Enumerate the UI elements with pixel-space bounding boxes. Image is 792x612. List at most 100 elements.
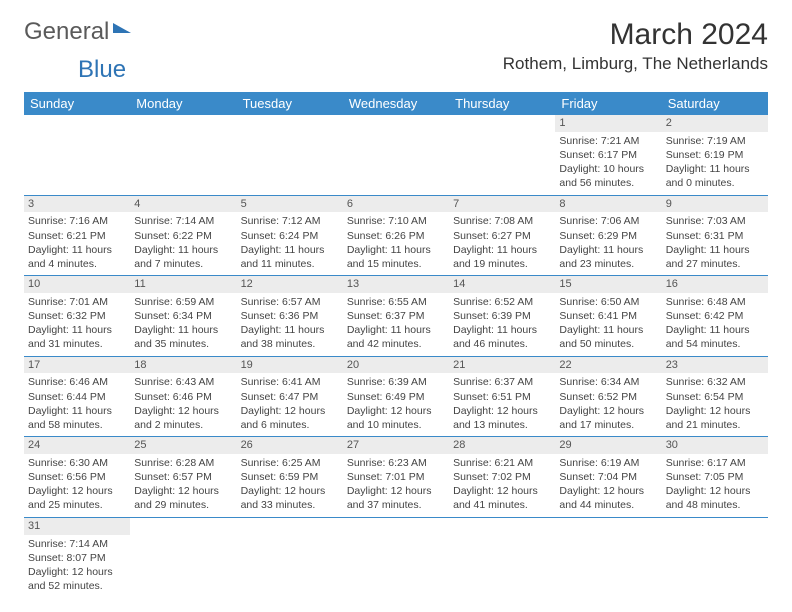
day-details: [130, 117, 236, 123]
day-number: 30: [662, 437, 768, 454]
day-details: [662, 520, 768, 526]
calendar-day-cell: 11Sunrise: 6:59 AMSunset: 6:34 PMDayligh…: [130, 276, 236, 357]
sunrise-text: Sunrise: 7:21 AM: [559, 134, 657, 148]
day-details: Sunrise: 7:21 AMSunset: 6:17 PMDaylight:…: [555, 132, 661, 195]
sunrise-text: Sunrise: 6:46 AM: [28, 375, 126, 389]
sunset-text: Sunset: 6:24 PM: [241, 229, 339, 243]
sunset-text: Sunset: 6:32 PM: [28, 309, 126, 323]
day-number: 1: [555, 115, 661, 132]
daylight-text: Daylight: 12 hours and 6 minutes.: [241, 404, 339, 432]
daylight-text: Daylight: 12 hours and 13 minutes.: [453, 404, 551, 432]
daylight-text: Daylight: 11 hours and 46 minutes.: [453, 323, 551, 351]
day-details: Sunrise: 6:39 AMSunset: 6:49 PMDaylight:…: [343, 373, 449, 436]
calendar-day-cell: [237, 517, 343, 597]
calendar-day-cell: [449, 115, 555, 195]
weekday-header: Thursday: [449, 92, 555, 115]
day-number: 18: [130, 357, 236, 374]
sunrise-text: Sunrise: 6:57 AM: [241, 295, 339, 309]
daylight-text: Daylight: 12 hours and 21 minutes.: [666, 404, 764, 432]
daylight-text: Daylight: 12 hours and 29 minutes.: [134, 484, 232, 512]
sunrise-text: Sunrise: 7:16 AM: [28, 214, 126, 228]
day-details: Sunrise: 7:10 AMSunset: 6:26 PMDaylight:…: [343, 212, 449, 275]
sunrise-text: Sunrise: 7:06 AM: [559, 214, 657, 228]
sunrise-text: Sunrise: 7:12 AM: [241, 214, 339, 228]
day-details: Sunrise: 6:23 AMSunset: 7:01 PMDaylight:…: [343, 454, 449, 517]
day-number: 23: [662, 357, 768, 374]
daylight-text: Daylight: 11 hours and 31 minutes.: [28, 323, 126, 351]
day-number: 29: [555, 437, 661, 454]
daylight-text: Daylight: 11 hours and 23 minutes.: [559, 243, 657, 271]
calendar-day-cell: [343, 517, 449, 597]
calendar-day-cell: [24, 115, 130, 195]
sunrise-text: Sunrise: 6:43 AM: [134, 375, 232, 389]
day-number: 28: [449, 437, 555, 454]
sunset-text: Sunset: 6:17 PM: [559, 148, 657, 162]
sunrise-text: Sunrise: 6:41 AM: [241, 375, 339, 389]
daylight-text: Daylight: 12 hours and 33 minutes.: [241, 484, 339, 512]
sunrise-text: Sunrise: 7:03 AM: [666, 214, 764, 228]
calendar-table: Sunday Monday Tuesday Wednesday Thursday…: [24, 92, 768, 597]
sunset-text: Sunset: 6:22 PM: [134, 229, 232, 243]
sunrise-text: Sunrise: 7:01 AM: [28, 295, 126, 309]
daylight-text: Daylight: 11 hours and 38 minutes.: [241, 323, 339, 351]
calendar-day-cell: [237, 115, 343, 195]
sunrise-text: Sunrise: 6:19 AM: [559, 456, 657, 470]
calendar-week-row: 17Sunrise: 6:46 AMSunset: 6:44 PMDayligh…: [24, 356, 768, 437]
daylight-text: Daylight: 12 hours and 37 minutes.: [347, 484, 445, 512]
sunrise-text: Sunrise: 7:08 AM: [453, 214, 551, 228]
day-number: 13: [343, 276, 449, 293]
day-details: Sunrise: 6:37 AMSunset: 6:51 PMDaylight:…: [449, 373, 555, 436]
sunrise-text: Sunrise: 6:55 AM: [347, 295, 445, 309]
sunset-text: Sunset: 6:31 PM: [666, 229, 764, 243]
calendar-day-cell: 25Sunrise: 6:28 AMSunset: 6:57 PMDayligh…: [130, 437, 236, 518]
sunset-text: Sunset: 6:46 PM: [134, 390, 232, 404]
calendar-week-row: 10Sunrise: 7:01 AMSunset: 6:32 PMDayligh…: [24, 276, 768, 357]
day-details: Sunrise: 6:41 AMSunset: 6:47 PMDaylight:…: [237, 373, 343, 436]
day-number: 11: [130, 276, 236, 293]
daylight-text: Daylight: 12 hours and 48 minutes.: [666, 484, 764, 512]
sunset-text: Sunset: 6:57 PM: [134, 470, 232, 484]
day-details: [343, 520, 449, 526]
daylight-text: Daylight: 11 hours and 4 minutes.: [28, 243, 126, 271]
sunset-text: Sunset: 6:41 PM: [559, 309, 657, 323]
sunset-text: Sunset: 6:27 PM: [453, 229, 551, 243]
daylight-text: Daylight: 11 hours and 19 minutes.: [453, 243, 551, 271]
day-number: 20: [343, 357, 449, 374]
brand-name-1: General: [24, 18, 109, 46]
calendar-week-row: 1Sunrise: 7:21 AMSunset: 6:17 PMDaylight…: [24, 115, 768, 195]
sunrise-text: Sunrise: 6:50 AM: [559, 295, 657, 309]
day-number: 3: [24, 196, 130, 213]
day-number: 17: [24, 357, 130, 374]
day-details: [237, 117, 343, 123]
calendar-day-cell: 21Sunrise: 6:37 AMSunset: 6:51 PMDayligh…: [449, 356, 555, 437]
day-details: Sunrise: 7:14 AMSunset: 6:22 PMDaylight:…: [130, 212, 236, 275]
calendar-day-cell: 7Sunrise: 7:08 AMSunset: 6:27 PMDaylight…: [449, 195, 555, 276]
daylight-text: Daylight: 11 hours and 11 minutes.: [241, 243, 339, 271]
day-details: Sunrise: 7:06 AMSunset: 6:29 PMDaylight:…: [555, 212, 661, 275]
day-details: Sunrise: 7:03 AMSunset: 6:31 PMDaylight:…: [662, 212, 768, 275]
sunset-text: Sunset: 6:54 PM: [666, 390, 764, 404]
daylight-text: Daylight: 12 hours and 25 minutes.: [28, 484, 126, 512]
calendar-day-cell: 30Sunrise: 6:17 AMSunset: 7:05 PMDayligh…: [662, 437, 768, 518]
day-details: [24, 117, 130, 123]
calendar-day-cell: 5Sunrise: 7:12 AMSunset: 6:24 PMDaylight…: [237, 195, 343, 276]
day-details: Sunrise: 6:25 AMSunset: 6:59 PMDaylight:…: [237, 454, 343, 517]
sunset-text: Sunset: 6:51 PM: [453, 390, 551, 404]
sunrise-text: Sunrise: 6:59 AM: [134, 295, 232, 309]
sunrise-text: Sunrise: 6:32 AM: [666, 375, 764, 389]
day-details: [449, 117, 555, 123]
sunset-text: Sunset: 6:36 PM: [241, 309, 339, 323]
calendar-day-cell: 16Sunrise: 6:48 AMSunset: 6:42 PMDayligh…: [662, 276, 768, 357]
calendar-week-row: 24Sunrise: 6:30 AMSunset: 6:56 PMDayligh…: [24, 437, 768, 518]
daylight-text: Daylight: 12 hours and 17 minutes.: [559, 404, 657, 432]
calendar-day-cell: 3Sunrise: 7:16 AMSunset: 6:21 PMDaylight…: [24, 195, 130, 276]
daylight-text: Daylight: 12 hours and 2 minutes.: [134, 404, 232, 432]
calendar-day-cell: 12Sunrise: 6:57 AMSunset: 6:36 PMDayligh…: [237, 276, 343, 357]
day-number: 31: [24, 518, 130, 535]
day-details: Sunrise: 6:34 AMSunset: 6:52 PMDaylight:…: [555, 373, 661, 436]
month-title: March 2024: [503, 18, 768, 52]
sunset-text: Sunset: 7:04 PM: [559, 470, 657, 484]
daylight-text: Daylight: 12 hours and 52 minutes.: [28, 565, 126, 593]
sunrise-text: Sunrise: 6:28 AM: [134, 456, 232, 470]
calendar-day-cell: 15Sunrise: 6:50 AMSunset: 6:41 PMDayligh…: [555, 276, 661, 357]
